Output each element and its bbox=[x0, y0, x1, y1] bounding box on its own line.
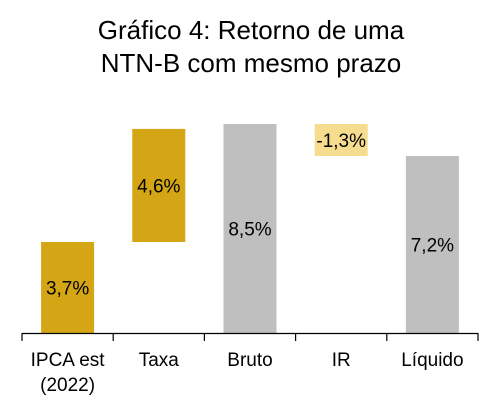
x-tick-label-1: Taxa bbox=[139, 350, 180, 371]
x-tick-label-2: Bruto bbox=[227, 350, 272, 371]
bar-value-label-1: 4,6% bbox=[137, 177, 180, 198]
chart-title: Gráfico 4: Retorno de uma NTN-B com mesm… bbox=[0, 14, 502, 80]
chart-title-line-2: NTN-B com mesmo prazo bbox=[100, 48, 402, 78]
bar-4 bbox=[405, 156, 459, 333]
chart-title-line-1: Gráfico 4: Retorno de uma bbox=[97, 15, 405, 45]
bar-0 bbox=[41, 242, 95, 333]
bar-value-label-4: 7,2% bbox=[411, 236, 454, 257]
bar-value-label-2: 8,5% bbox=[228, 220, 271, 241]
bar-value-label-3: -1,3% bbox=[316, 131, 366, 152]
x-tick-label-3: IR bbox=[332, 350, 351, 371]
x-tick-label-0-line-1: (2022) bbox=[40, 375, 95, 396]
bar-2 bbox=[223, 124, 277, 333]
bar-value-label-0: 3,7% bbox=[46, 279, 89, 300]
bar-3 bbox=[314, 124, 368, 156]
x-tick-label-0-line-0: IPCA est bbox=[31, 350, 106, 371]
bar-1 bbox=[132, 128, 186, 242]
x-tick-label-4: Líquido bbox=[401, 350, 463, 371]
